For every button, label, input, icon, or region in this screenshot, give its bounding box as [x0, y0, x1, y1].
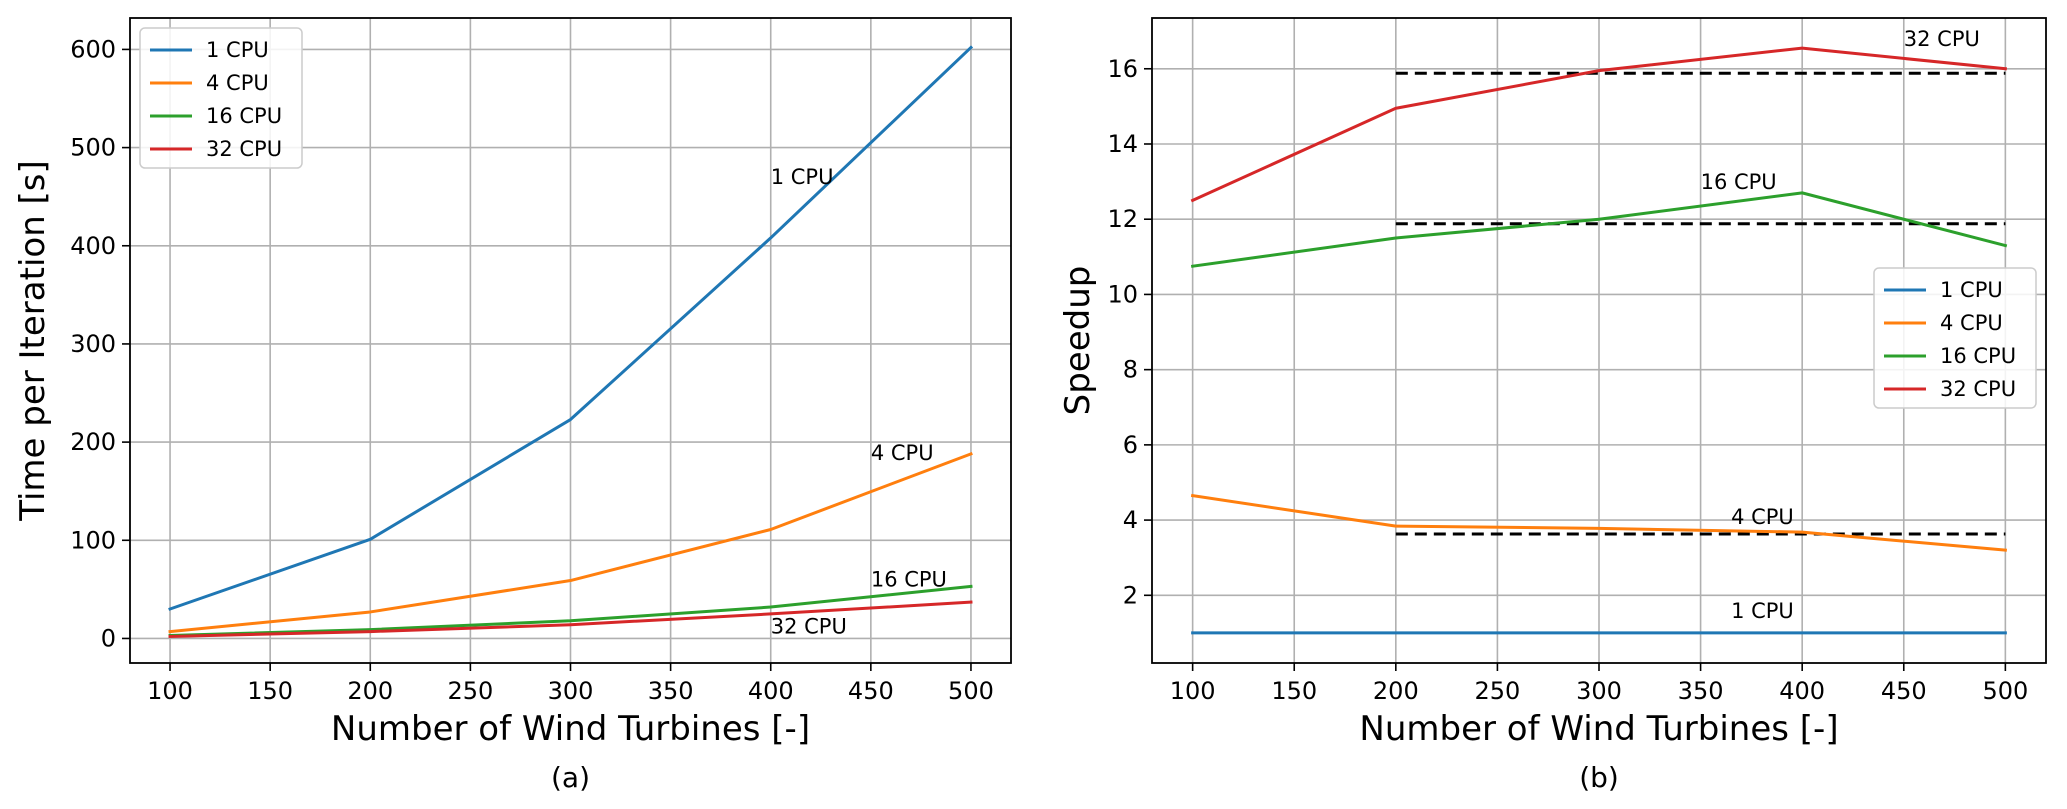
- chart-a-annotation-1: 4 CPU: [871, 441, 934, 465]
- chart-a-legend-label-1: 4 CPU: [206, 71, 269, 95]
- chart-b-legend-label-3: 32 CPU: [1940, 377, 2016, 401]
- chart-a-x-tick-label: 150: [247, 677, 293, 705]
- chart-panel-b: 100 150 200 250 300 350 400 450 500 2 4 6 8 10 12 14 16 N…: [1058, 17, 2047, 794]
- chart-b-series-line-3: [1190, 46, 2008, 203]
- chart-b-x-axis-title: Number of Wind Turbines [-]: [1359, 709, 1838, 749]
- chart-b-legend-label-1: 4 CPU: [1940, 311, 2003, 335]
- chart-b-y-tick-label: 16: [1107, 55, 1138, 83]
- chart-b-caption: (b): [1579, 761, 1619, 794]
- chart-b-y-axis-title: Speedup: [1058, 266, 1098, 416]
- chart-a-y-tick-label: 600: [70, 35, 116, 63]
- chart-b-legend-label-2: 16 CPU: [1940, 344, 2016, 368]
- chart-a-x-tick-label: 500: [948, 677, 994, 705]
- chart-a-x-tick-label: 250: [447, 677, 493, 705]
- chart-b-grid: [1152, 18, 2046, 663]
- chart-a-x-tick-label: 400: [748, 677, 794, 705]
- chart-a-x-tick-label: 200: [347, 677, 393, 705]
- chart-a-y-tick-label: 200: [70, 428, 116, 456]
- chart-b-y-tick-label: 6: [1123, 431, 1138, 459]
- chart-b-series-line-1: [1190, 493, 2007, 552]
- chart-a-x-tick-label: 450: [848, 677, 894, 705]
- chart-a-grid: [130, 18, 1011, 663]
- chart-a-series-line-0: [168, 45, 974, 611]
- chart-b-y-tick-label: 2: [1123, 581, 1138, 609]
- chart-a-y-tick-label: 500: [70, 134, 116, 162]
- chart-a-series-line-1: [168, 451, 973, 634]
- chart-a-y-tick-label: 300: [70, 330, 116, 358]
- chart-b-x-tick-label: 250: [1475, 677, 1521, 705]
- chart-b-annotation-1: 16 CPU: [1701, 170, 1777, 194]
- chart-b-legend-box: [1873, 267, 2037, 409]
- chart-a-legend: 1 CPU 4 CPU 16 CPU 32 CPU: [139, 27, 303, 169]
- chart-a-y-tick-label: 100: [70, 526, 116, 554]
- chart-a-y-tick-label: 0: [101, 624, 116, 652]
- chart-a-legend-label-0: 1 CPU: [206, 38, 269, 62]
- chart-a-series-line-3: [168, 600, 973, 639]
- chart-b-x-tick-label: 150: [1271, 677, 1317, 705]
- chart-a-x-tick-label: 300: [548, 677, 594, 705]
- chart-b-legend-label-0: 1 CPU: [1940, 278, 2003, 302]
- chart-a-series-line-2: [168, 584, 973, 638]
- chart-b-x-tick-label: 300: [1576, 677, 1622, 705]
- chart-b-x-tick-label: 100: [1170, 677, 1216, 705]
- chart-b-x-tick-label: 200: [1373, 677, 1419, 705]
- chart-b-x-tick-label: 350: [1678, 677, 1724, 705]
- chart-a-annotation-0: 1 CPU: [771, 165, 834, 189]
- chart-a-legend-label-2: 16 CPU: [206, 104, 282, 128]
- chart-b-y-tick-label: 4: [1123, 506, 1138, 534]
- chart-b-y-tick-label: 10: [1107, 280, 1138, 308]
- chart-a-annotation-2: 16 CPU: [871, 567, 947, 591]
- chart-b-series-line-2: [1190, 191, 2008, 268]
- chart-b-y-tick-label: 8: [1123, 356, 1138, 384]
- chart-a-y-tick-label: 400: [70, 232, 116, 260]
- chart-b-legend: 1 CPU 4 CPU 16 CPU 32 CPU: [1873, 267, 2037, 409]
- chart-b-x-tick-label: 400: [1779, 677, 1825, 705]
- chart-a-legend-label-3: 32 CPU: [206, 137, 282, 161]
- chart-b-y-tick-label: 12: [1107, 205, 1138, 233]
- chart-b-x-tick-label: 450: [1881, 677, 1927, 705]
- chart-a-annotation-3: 32 CPU: [771, 615, 847, 639]
- chart-b-y-tick-label: 14: [1107, 130, 1138, 158]
- chart-a-x-tick-label: 100: [147, 677, 193, 705]
- chart-b-annotation-3: 1 CPU: [1731, 599, 1794, 623]
- chart-b-annotation-2: 4 CPU: [1731, 505, 1794, 529]
- chart-a-legend-box: [139, 27, 303, 169]
- chart-a-y-axis-title: Time per Iteration [s]: [13, 160, 53, 522]
- chart-a-x-axis-title: Number of Wind Turbines [-]: [331, 709, 810, 749]
- chart-a-x-tick-label: 350: [648, 677, 694, 705]
- chart-b-x-tick-label: 500: [1982, 677, 2028, 705]
- chart-b-annotation-0: 32 CPU: [1904, 27, 1980, 51]
- chart-panel-a: 100 150 200 250 300 350 400 450 500 0 100 200 300 400…: [13, 17, 1012, 794]
- chart-a-caption: (a): [551, 761, 590, 794]
